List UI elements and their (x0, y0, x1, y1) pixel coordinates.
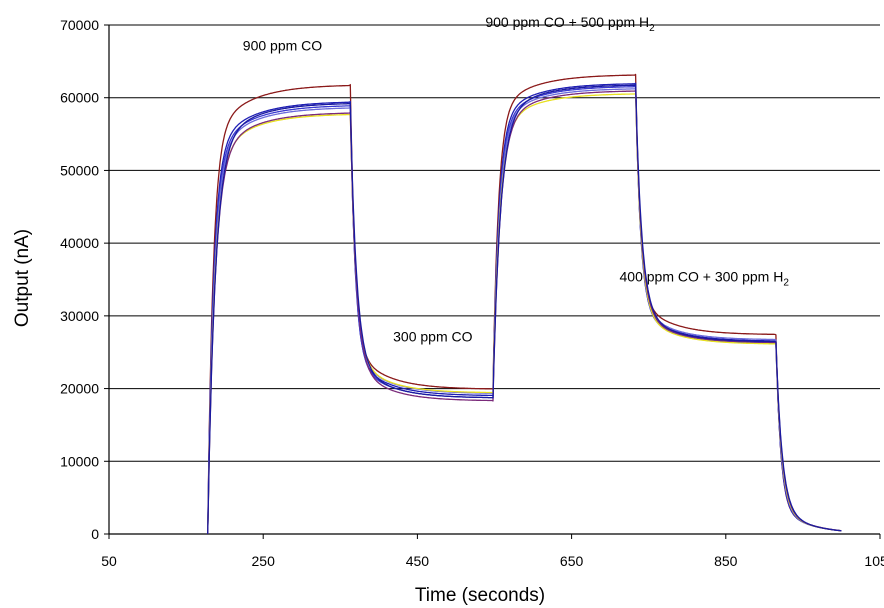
series-line (207, 73, 842, 535)
series-line (207, 92, 842, 535)
x-tick-label: 50 (101, 553, 117, 569)
annotation-subscript: 2 (783, 278, 789, 289)
tick-labels: 0 10000 20000 30000 40000 50000 60000 70000 50 25… (60, 17, 884, 569)
y-axis-label: Output (nA) (12, 229, 33, 327)
annotations: 900 ppm CO 300 ppm CO 900 ppm CO + 500 ppm… (243, 14, 790, 344)
x-tick-label: 450 (406, 553, 430, 569)
annotation-label: 900 ppm CO (243, 37, 322, 53)
x-tick-label: 650 (560, 553, 584, 569)
x-tick-label: 850 (714, 553, 738, 569)
series-line (207, 82, 842, 535)
x-tick-label: 1050 (864, 553, 884, 569)
series-line (207, 89, 842, 535)
series-line (207, 83, 842, 535)
annotation-text: 300 ppm CO (393, 328, 472, 344)
annotation-text: 900 ppm CO + 500 ppm H (485, 14, 649, 30)
annotation-text: 900 ppm CO (243, 37, 322, 53)
gridlines (109, 24, 880, 462)
series-line (207, 87, 842, 535)
y-tick-label: 30000 (60, 308, 99, 324)
y-tick-label: 70000 (60, 17, 99, 33)
series-line (207, 85, 842, 535)
annotation-label: 400 ppm CO + 300 ppm H2 (620, 269, 790, 289)
annotation-text: 400 ppm CO + 300 ppm H (620, 269, 784, 285)
annotation-label: 900 ppm CO + 500 ppm H2 (485, 14, 655, 34)
annotation-subscript: 2 (649, 23, 655, 34)
y-tick-label: 60000 (60, 90, 99, 106)
y-tick-label: 20000 (60, 381, 99, 397)
axes (104, 24, 881, 539)
y-tick-label: 10000 (60, 453, 99, 469)
y-tick-label: 0 (91, 526, 99, 542)
x-tick-label: 250 (252, 553, 276, 569)
x-axis-label: Time (seconds) (415, 585, 545, 606)
series-lines (207, 73, 842, 535)
annotation-label: 300 ppm CO (393, 328, 472, 344)
y-tick-label: 40000 (60, 235, 99, 251)
y-tick-label: 50000 (60, 162, 99, 178)
